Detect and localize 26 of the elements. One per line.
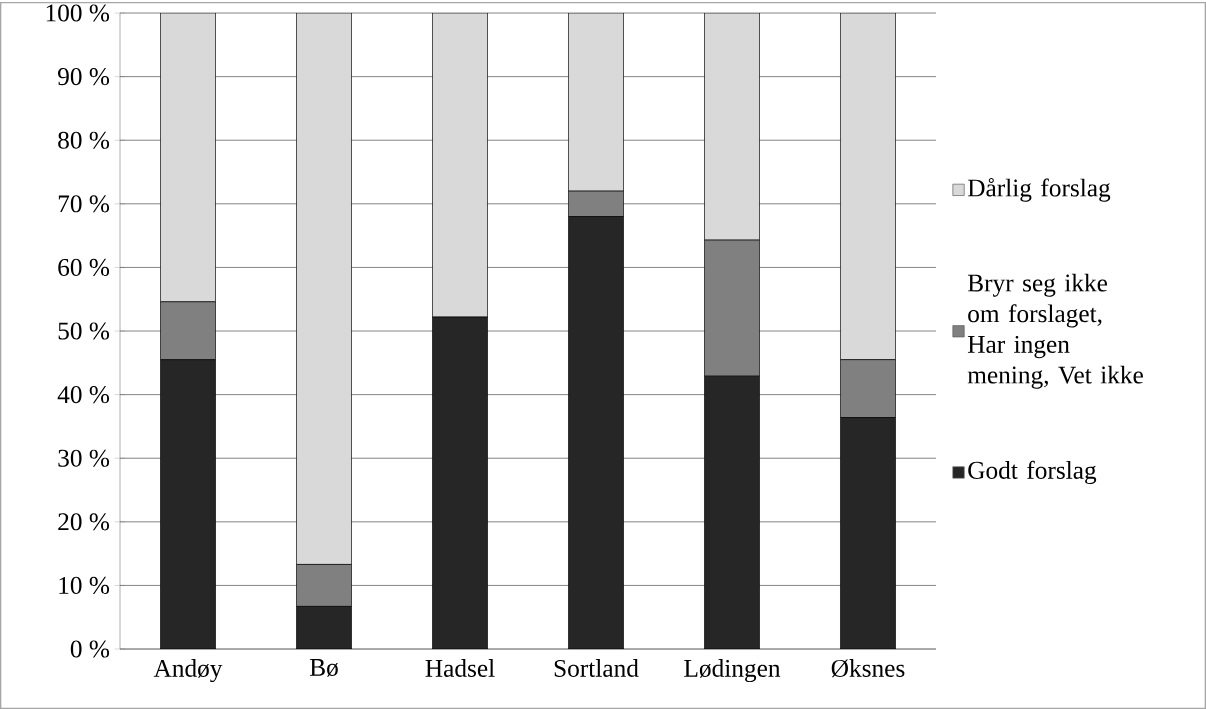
y-tick-label: 100 % [46,4,110,22]
y-tick-label: 40 % [57,386,110,404]
legend-label: Godt forslag [968,460,1097,485]
x-tick-label: Bø [309,659,338,677]
bar [160,13,216,303]
x-tick-label: Sortland [554,659,639,677]
bar [296,13,352,565]
bar [704,13,760,241]
y-tick-label: 80 % [58,131,110,149]
y-tick-label: 60 % [58,258,110,277]
y-tick-label: 90 % [58,68,110,86]
y-tick-label: 0 % [70,640,110,658]
bar [568,13,624,192]
y-tick-label: 20 % [58,513,110,531]
legend-label: Dårlig forslag [967,177,1111,202]
x-tick-label: Andøy [153,659,223,683]
bar [840,13,896,360]
x-tick-label: Øksnes [831,659,905,678]
y-tick-label: 10 % [59,576,110,595]
legend-label: Bryr seg ikke om forslaget, Har ingen mening, Vet ikke [967,273,1143,389]
bar [432,13,488,318]
x-tick-label: Hadsel [425,659,495,677]
y-tick-label: 50 % [58,322,110,340]
y-tick-label: 30 % [58,449,110,467]
x-tick-label: Lødingen [684,659,781,683]
y-tick-label: 70 % [58,195,110,213]
